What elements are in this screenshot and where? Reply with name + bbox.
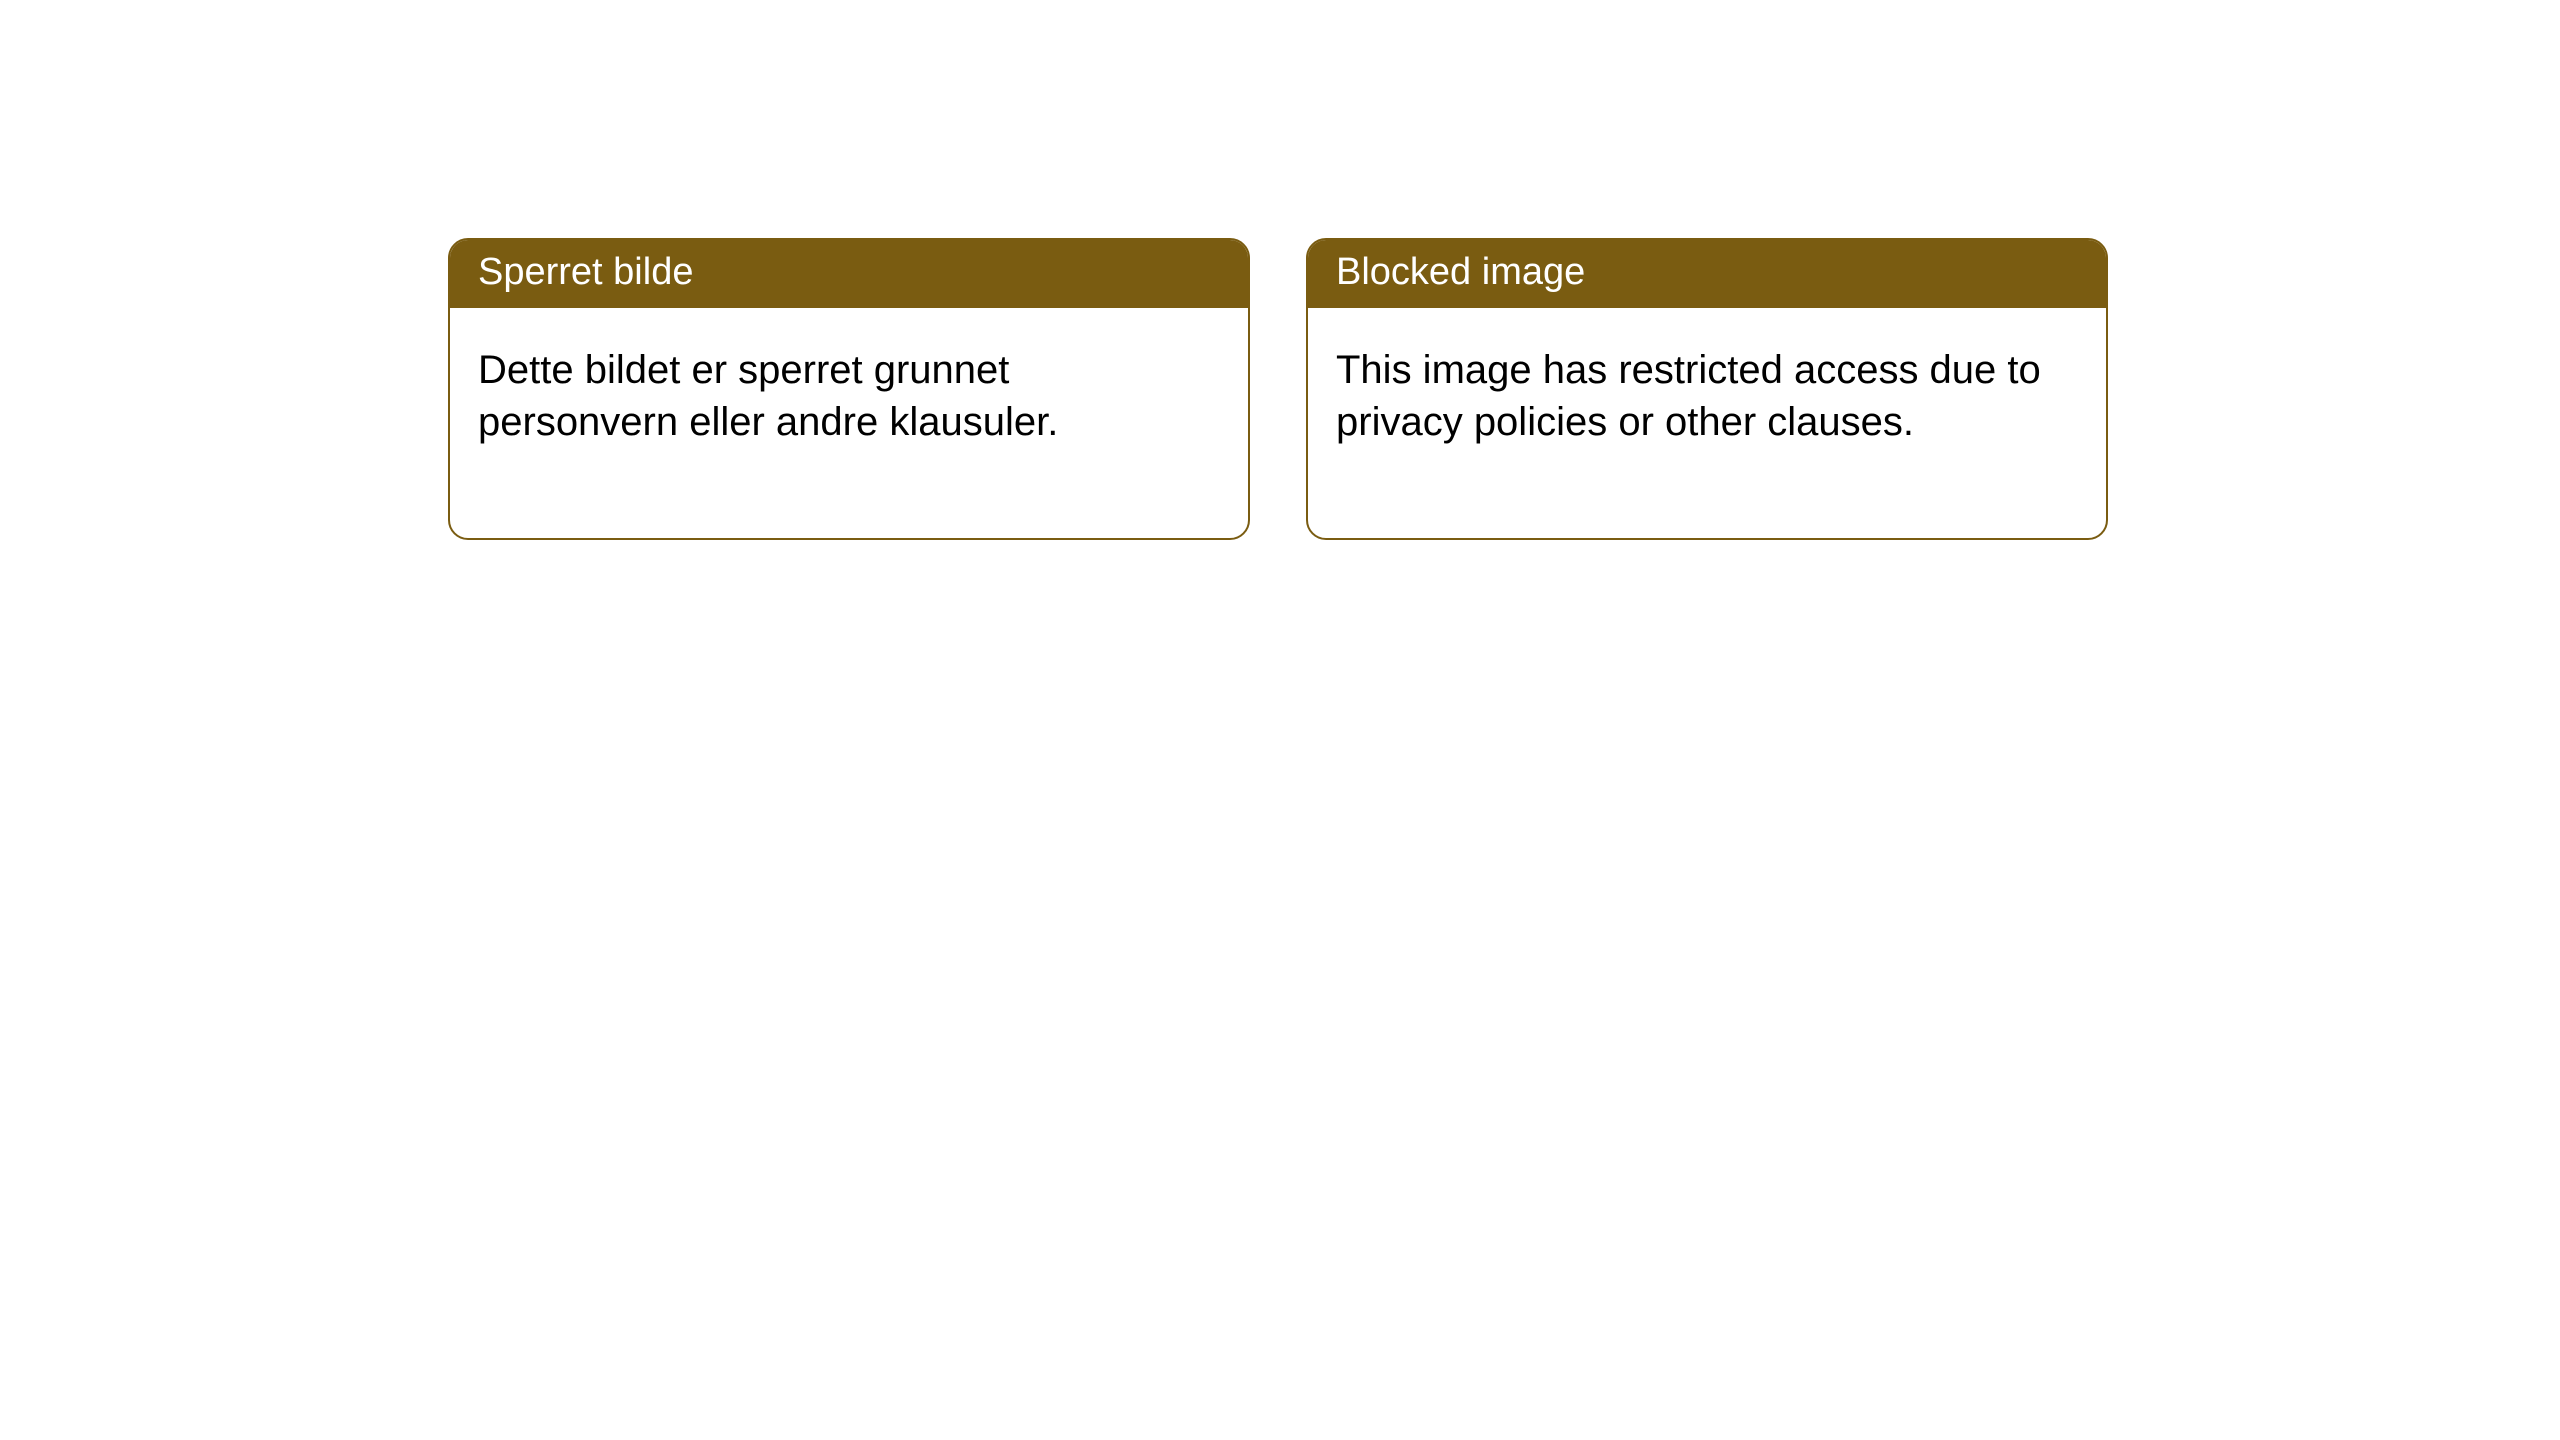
notice-title-english: Blocked image (1308, 240, 2106, 308)
notice-body-norwegian: Dette bildet er sperret grunnet personve… (450, 308, 1248, 538)
notice-body-english: This image has restricted access due to … (1308, 308, 2106, 538)
notice-container: Sperret bilde Dette bildet er sperret gr… (0, 0, 2560, 540)
notice-card-english: Blocked image This image has restricted … (1306, 238, 2108, 540)
notice-title-norwegian: Sperret bilde (450, 240, 1248, 308)
notice-card-norwegian: Sperret bilde Dette bildet er sperret gr… (448, 238, 1250, 540)
